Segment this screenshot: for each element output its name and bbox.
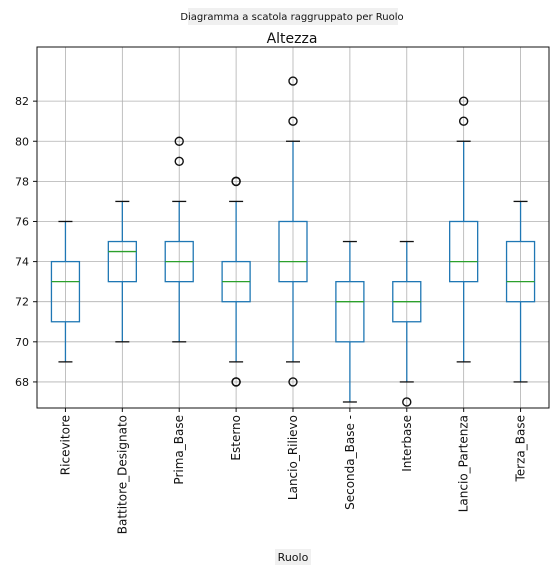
chart-suptitle: Diagramma a scatola raggruppato per Ruol…	[180, 12, 403, 23]
y-tick-label: 74	[15, 256, 29, 269]
box-iqr	[335, 280, 365, 343]
x-tick-label: Prima_Base	[172, 415, 186, 485]
y-tick-label: 72	[15, 296, 29, 309]
x-tick-label: Terza_Base	[514, 415, 528, 482]
x-tick-label: Interbase	[400, 415, 414, 472]
outlier-point	[174, 156, 184, 167]
outlier-point	[402, 397, 412, 407]
outlier-point	[231, 176, 241, 187]
box-iqr	[505, 240, 536, 303]
box-layer	[50, 76, 536, 407]
outlier-point	[288, 116, 298, 126]
x-tick-label: Ricevitore	[58, 415, 72, 475]
y-tick-label: 82	[15, 95, 29, 108]
y-tick-label: 68	[15, 376, 29, 389]
box-iqr	[449, 220, 479, 283]
suptitle-background	[188, 8, 398, 25]
outlier-point	[288, 76, 298, 86]
x-tick-label: Lancio_Rilievo	[286, 415, 300, 500]
chart-title: Altezza	[267, 31, 318, 47]
xlabel-background	[275, 549, 311, 565]
y-tick-label: 70	[15, 336, 29, 349]
x-tick-layer: Ricevitore Battitore_Designato Prima_Base E…	[58, 408, 528, 534]
y-tick-label: 78	[15, 175, 29, 188]
outlier-point	[458, 116, 469, 126]
x-tick-label: Esterno	[229, 415, 243, 461]
box-iqr	[278, 220, 308, 283]
y-tick-label: 76	[15, 215, 29, 228]
y-tick-label: 80	[15, 135, 29, 148]
outlier-point	[174, 136, 184, 146]
box-iqr	[107, 240, 137, 283]
x-tick-label: Lancio_Partenza	[457, 415, 471, 512]
outlier-point	[458, 96, 469, 106]
x-tick-label: Seconda_Base -	[343, 415, 357, 510]
outlier-point	[288, 377, 298, 387]
x-axis-label: Ruolo	[278, 551, 309, 564]
outlier-point	[231, 377, 241, 387]
y-tick-layer: 68 70 72 74 76 78 80 82	[15, 95, 37, 389]
x-tick-label: Battitore_Designato	[115, 415, 129, 534]
box-iqr	[50, 260, 81, 323]
